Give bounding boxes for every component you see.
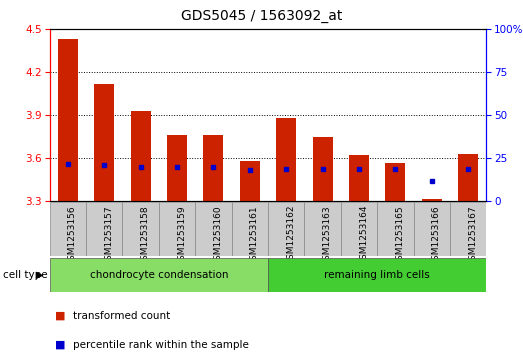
Text: GSM1253159: GSM1253159 <box>177 205 186 265</box>
Bar <box>58 39 78 201</box>
Text: GSM1253165: GSM1253165 <box>395 205 404 265</box>
Bar <box>450 202 486 256</box>
Text: GSM1253167: GSM1253167 <box>468 205 477 265</box>
Bar <box>167 135 187 201</box>
Bar <box>50 258 268 292</box>
Bar <box>50 202 86 256</box>
Bar <box>94 83 115 201</box>
Text: ■: ■ <box>55 340 65 350</box>
Text: GSM1253162: GSM1253162 <box>286 205 295 265</box>
Bar <box>86 202 122 256</box>
Bar <box>268 258 486 292</box>
Text: GSM1253157: GSM1253157 <box>104 205 113 265</box>
Text: ▶: ▶ <box>36 270 43 280</box>
Text: transformed count: transformed count <box>73 311 170 321</box>
Text: remaining limb cells: remaining limb cells <box>324 270 430 280</box>
Bar <box>232 202 268 256</box>
Text: cell type: cell type <box>3 270 47 280</box>
Bar <box>377 202 414 256</box>
Bar <box>268 202 304 256</box>
Bar <box>276 118 296 201</box>
Bar <box>240 161 260 201</box>
Bar <box>304 202 341 256</box>
Text: GSM1253160: GSM1253160 <box>213 205 222 265</box>
Bar <box>203 135 223 201</box>
Bar <box>195 202 232 256</box>
Bar <box>349 155 369 201</box>
Bar <box>385 163 405 201</box>
Bar <box>159 202 195 256</box>
Text: GSM1253166: GSM1253166 <box>432 205 441 265</box>
Text: GSM1253164: GSM1253164 <box>359 205 368 265</box>
Bar <box>313 137 333 201</box>
Bar <box>131 111 151 201</box>
Text: ■: ■ <box>55 311 65 321</box>
Bar <box>414 202 450 256</box>
Text: GSM1253156: GSM1253156 <box>68 205 77 265</box>
Bar <box>422 199 442 201</box>
Text: GSM1253161: GSM1253161 <box>250 205 259 265</box>
Bar <box>458 154 478 201</box>
Text: GDS5045 / 1563092_at: GDS5045 / 1563092_at <box>181 9 342 23</box>
Text: GSM1253158: GSM1253158 <box>141 205 150 265</box>
Text: chondrocyte condensation: chondrocyte condensation <box>89 270 228 280</box>
Bar <box>341 202 377 256</box>
Text: percentile rank within the sample: percentile rank within the sample <box>73 340 249 350</box>
Bar <box>122 202 159 256</box>
Text: GSM1253163: GSM1253163 <box>323 205 332 265</box>
